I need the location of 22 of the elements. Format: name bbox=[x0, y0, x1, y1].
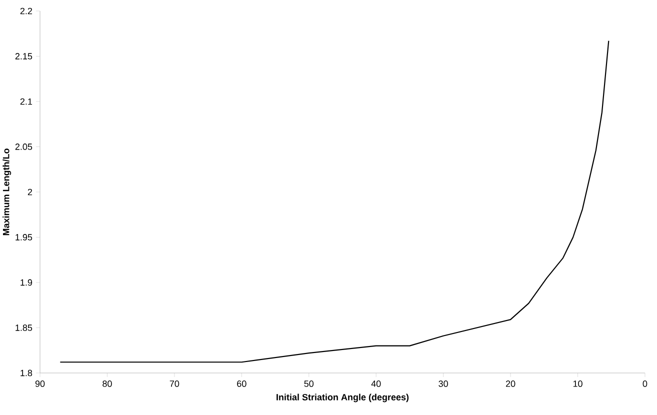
y-tick-label: 2.1 bbox=[20, 98, 32, 105]
y-tick-label: 1.8 bbox=[20, 370, 32, 376]
y-tick-label: 2.05 bbox=[15, 144, 32, 150]
y-tick-label: 1.95 bbox=[16, 234, 32, 240]
x-tick-label: 30 bbox=[438, 380, 448, 387]
line-series bbox=[60, 40, 610, 363]
y-tick-label: 2.2 bbox=[20, 8, 32, 14]
y-axis-title: Maximum Length/Lo bbox=[2, 148, 12, 236]
x-tick-label: 50 bbox=[304, 380, 314, 387]
x-tick-label: 70 bbox=[170, 380, 180, 387]
y-tick-label: 1.85 bbox=[16, 324, 32, 331]
y-tick-label: 2.15 bbox=[15, 53, 32, 60]
x-tick-label: 0 bbox=[642, 380, 648, 387]
y-tick-label: 1.9 bbox=[20, 279, 32, 286]
x-axis-title: Initial Striation Angle (degrees) bbox=[276, 394, 409, 402]
x-tick-label: 90 bbox=[35, 380, 45, 387]
x-tick-label: 10 bbox=[573, 380, 582, 387]
x-tick-label: 20 bbox=[506, 380, 516, 387]
x-tick-label: 40 bbox=[371, 380, 381, 387]
y-tick-label: 2 bbox=[28, 188, 32, 196]
x-tick-label: 60 bbox=[237, 380, 246, 387]
x-tick-label: 80 bbox=[102, 380, 112, 387]
